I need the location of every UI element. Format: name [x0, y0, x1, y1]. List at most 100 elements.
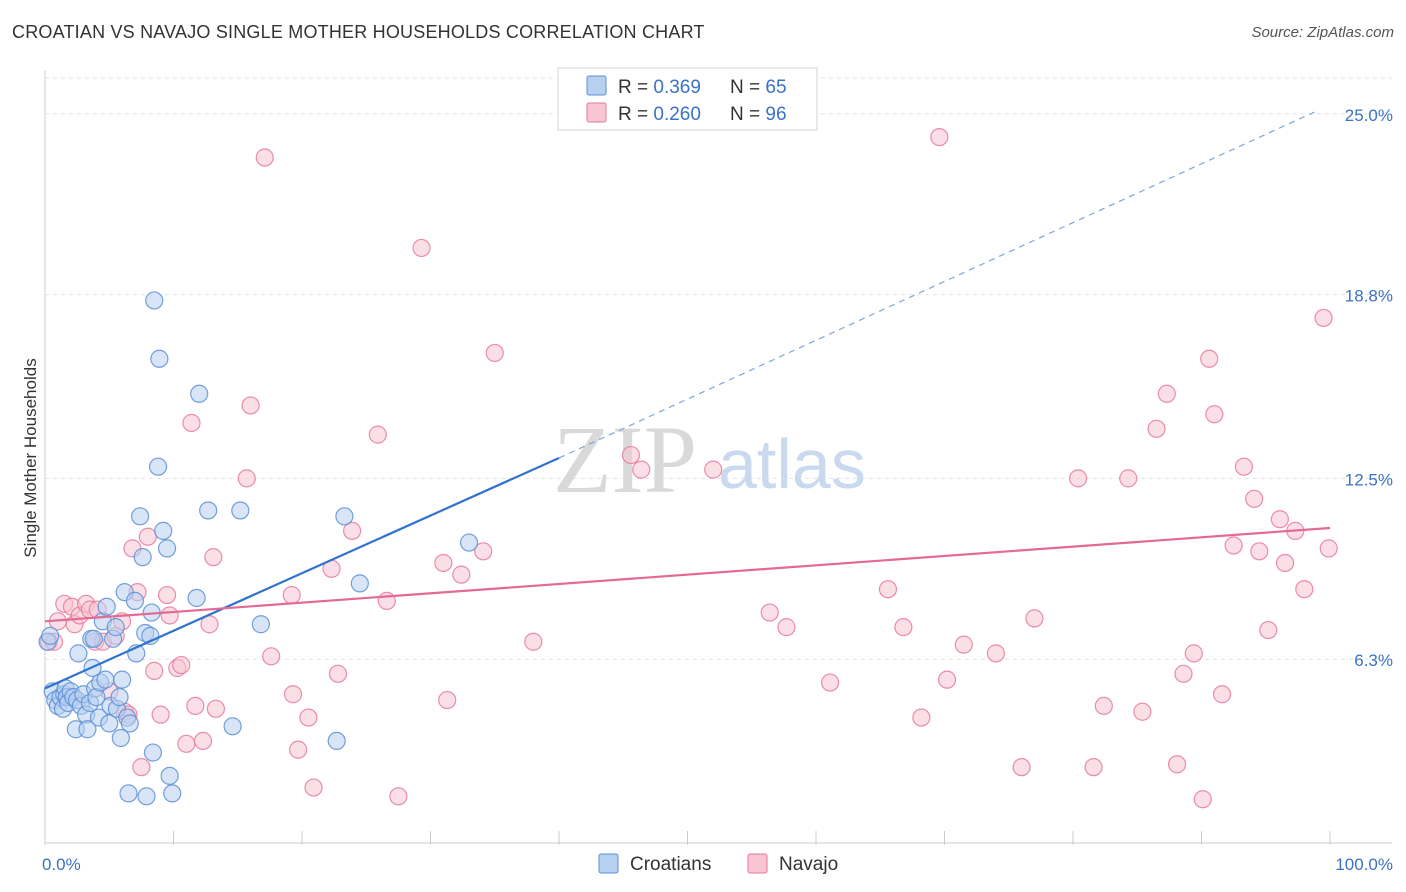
- watermark: ZIP atlas: [553, 406, 866, 513]
- tick-labels: 6.3% 12.5% 18.8% 25.0% 0.0% 100.0%: [42, 106, 1393, 874]
- svg-text:N = 96: N = 96: [730, 104, 787, 125]
- navajo-point: [282, 585, 301, 605]
- x-tick-label: 100.0%: [1335, 855, 1393, 874]
- croatians-point: [78, 720, 97, 739]
- navajo-point: [412, 238, 431, 258]
- navajo-point: [1069, 469, 1088, 488]
- navajo-point: [1012, 758, 1031, 777]
- y-tick-label: 25.0%: [1345, 106, 1393, 125]
- navajo-point: [241, 396, 260, 415]
- navajo-point: [389, 787, 408, 806]
- croatians-point: [190, 384, 209, 403]
- navajo-point: [182, 413, 201, 433]
- navajo-point: [138, 527, 157, 546]
- navajo-point: [1245, 489, 1264, 508]
- navajo-point: [1270, 510, 1289, 529]
- navajo-point: [954, 635, 973, 654]
- bottom-swatch-croatians: [598, 853, 619, 874]
- navajo-point: [132, 758, 151, 777]
- axes: [44, 70, 1392, 845]
- navajo-point: [937, 670, 957, 689]
- croatians-point: [199, 501, 218, 520]
- bottom-legend-navajo: Navajo: [779, 854, 838, 875]
- navajo-point: [632, 460, 651, 479]
- navajo-point: [1314, 308, 1333, 328]
- watermark-atlas: atlas: [718, 425, 866, 503]
- navajo-point: [1259, 620, 1278, 640]
- navajo-point: [1234, 457, 1254, 476]
- croatians-point: [96, 670, 115, 689]
- croatians-point: [459, 533, 479, 552]
- navajo-point: [343, 521, 362, 540]
- croatians-point: [110, 688, 129, 707]
- navajo-point: [1157, 384, 1176, 403]
- navajo-point: [145, 661, 164, 680]
- legend-r-value: 0.260: [653, 104, 701, 125]
- navajo-point: [524, 632, 543, 651]
- legend-r-value: 0.369: [653, 77, 701, 98]
- legend-n-value: 65: [765, 77, 786, 98]
- series-legend: Croatians Navajo: [598, 853, 838, 875]
- croatians-point: [143, 743, 163, 762]
- navajo-point: [151, 705, 170, 724]
- croatians-point: [160, 766, 179, 786]
- croatians-point: [125, 591, 145, 610]
- croatians-point: [41, 626, 60, 645]
- legend-n-label: N =: [730, 104, 765, 125]
- navajo-point: [304, 778, 323, 797]
- navajo-point: [434, 553, 453, 573]
- navajo-point: [912, 708, 931, 727]
- navajo-point: [438, 690, 457, 710]
- y-axis-title: Single Mother Households: [21, 358, 40, 557]
- croatians-point: [106, 618, 125, 637]
- navajo-point: [193, 731, 213, 751]
- navajo-point: [1212, 685, 1232, 704]
- croatians-point: [148, 457, 168, 476]
- navajo-point: [1119, 469, 1138, 488]
- navajo-point: [777, 618, 796, 637]
- navajo-point: [204, 548, 223, 567]
- svg-text:R = 0.260: R = 0.260: [618, 104, 701, 125]
- croatians-point: [97, 597, 116, 616]
- navajo-point: [255, 148, 274, 167]
- navajo-point: [368, 425, 387, 444]
- navajo-point: [1319, 539, 1338, 558]
- navajo-point: [328, 664, 348, 683]
- data-points: [38, 127, 1338, 809]
- source-label: Source: ZipAtlas.com: [1251, 24, 1394, 41]
- navajo-point: [172, 655, 191, 675]
- croatians-point: [327, 731, 346, 751]
- navajo-point: [474, 542, 493, 561]
- croatians-point: [119, 784, 138, 803]
- navajo-point: [1167, 755, 1187, 774]
- legend-swatch-navajo: [586, 102, 607, 123]
- x-tick-label: 0.0%: [42, 855, 81, 874]
- croatians-point: [231, 501, 250, 520]
- navajo-point: [1133, 702, 1152, 721]
- navajo-point: [157, 585, 177, 605]
- legend-n-label: N =: [730, 77, 765, 98]
- navajo-point: [177, 734, 196, 753]
- navajo-point: [894, 618, 913, 637]
- navajo-point: [1200, 349, 1219, 368]
- croatians-point: [137, 787, 156, 806]
- legend-swatch-croatians: [586, 75, 607, 96]
- croatians-point: [187, 588, 206, 608]
- navajo-point: [206, 699, 226, 718]
- trend-lines: [44, 110, 1331, 690]
- navajo-point: [377, 591, 396, 610]
- navajo-point: [930, 127, 949, 147]
- croatians-point: [84, 629, 103, 648]
- croatians-point: [223, 717, 242, 736]
- navajo-point: [452, 565, 471, 584]
- croatians-trend-line: [44, 456, 560, 690]
- navajo-point: [1224, 536, 1243, 555]
- croatians-point: [157, 539, 177, 558]
- croatians-point: [335, 507, 354, 526]
- navajo-point: [1250, 542, 1269, 561]
- navajo-point: [1193, 790, 1212, 809]
- stats-legend: R = 0.369 N = 65 R = 0.260 N = 96: [557, 67, 818, 131]
- navajo-point: [1275, 553, 1295, 573]
- navajo-point: [760, 603, 779, 622]
- croatians-point: [130, 507, 150, 526]
